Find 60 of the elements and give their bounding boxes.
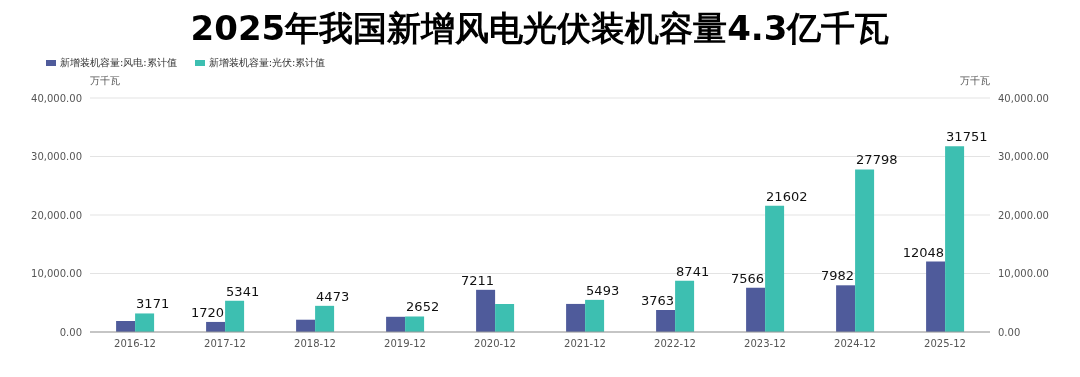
data-label: 1720 (191, 304, 225, 320)
y2-tick-label: 20,000.00 (998, 209, 1049, 221)
data-label: 7982 (821, 268, 855, 284)
bar (476, 289, 496, 332)
bar (566, 303, 586, 332)
x-tick-label: 2017-12 (204, 338, 246, 350)
legend-label: 新增装机容量:风电:累计值 (60, 56, 177, 70)
data-label: 7566 (731, 270, 765, 286)
bar (765, 205, 785, 332)
bar (855, 169, 875, 332)
x-tick-label: 2020-12 (474, 338, 516, 350)
data-label: 5341 (226, 283, 260, 299)
data-label: 4473 (316, 288, 350, 304)
bar (116, 320, 136, 332)
y-tick-label: 0.00 (59, 326, 82, 338)
y2-tick-label: 10,000.00 (998, 268, 1049, 280)
data-label: 21602 (766, 188, 808, 204)
bar (206, 321, 226, 332)
y-tick-label: 40,000.00 (31, 92, 82, 104)
x-tick-label: 2016-12 (114, 338, 156, 350)
data-label: 12048 (902, 244, 945, 260)
data-label: 3171 (136, 296, 170, 312)
bar (836, 285, 856, 332)
x-tick-label: 2021-12 (564, 338, 606, 350)
bar (656, 309, 676, 332)
bar (495, 303, 515, 332)
y2-tick-label: 30,000.00 (998, 151, 1049, 163)
bar (135, 313, 155, 332)
data-label: 8741 (676, 263, 710, 279)
y-tick-label: 30,000.00 (31, 151, 82, 163)
x-tick-label: 2025-12 (924, 338, 966, 350)
y2-axis-title: 万千瓦 (960, 74, 990, 88)
x-tick-label: 2022-12 (654, 338, 696, 350)
bar (225, 300, 245, 332)
y2-tick-label: 40,000.00 (998, 92, 1049, 104)
bar (675, 280, 695, 332)
data-label: 27798 (856, 152, 898, 168)
x-tick-label: 2024-12 (834, 338, 876, 350)
x-tick-label: 2023-12 (744, 338, 786, 350)
data-label: 31751 (946, 129, 988, 145)
data-label: 3763 (641, 292, 675, 308)
y-tick-label: 10,000.00 (31, 268, 82, 280)
bar (296, 319, 316, 332)
legend-label: 新增装机容量:光伏:累计值 (208, 56, 326, 70)
bar (405, 316, 425, 332)
y-tick-label: 20,000.00 (31, 209, 82, 221)
y2-tick-label: 0.00 (998, 326, 1021, 338)
data-label: 2652 (406, 299, 440, 315)
bar (945, 146, 965, 332)
data-label: 7211 (461, 272, 495, 288)
x-tick-label: 2018-12 (294, 338, 336, 350)
bar (746, 287, 766, 332)
bar (926, 261, 946, 332)
data-label: 5493 (586, 282, 620, 298)
bar (585, 299, 605, 332)
bar (386, 316, 406, 332)
x-tick-label: 2019-12 (384, 338, 426, 350)
bar (315, 305, 335, 332)
chart-title: 2025年我国新增风电光伏装机容量4.3亿千瓦 (189, 7, 891, 50)
y-axis-title: 万千瓦 (90, 74, 120, 88)
